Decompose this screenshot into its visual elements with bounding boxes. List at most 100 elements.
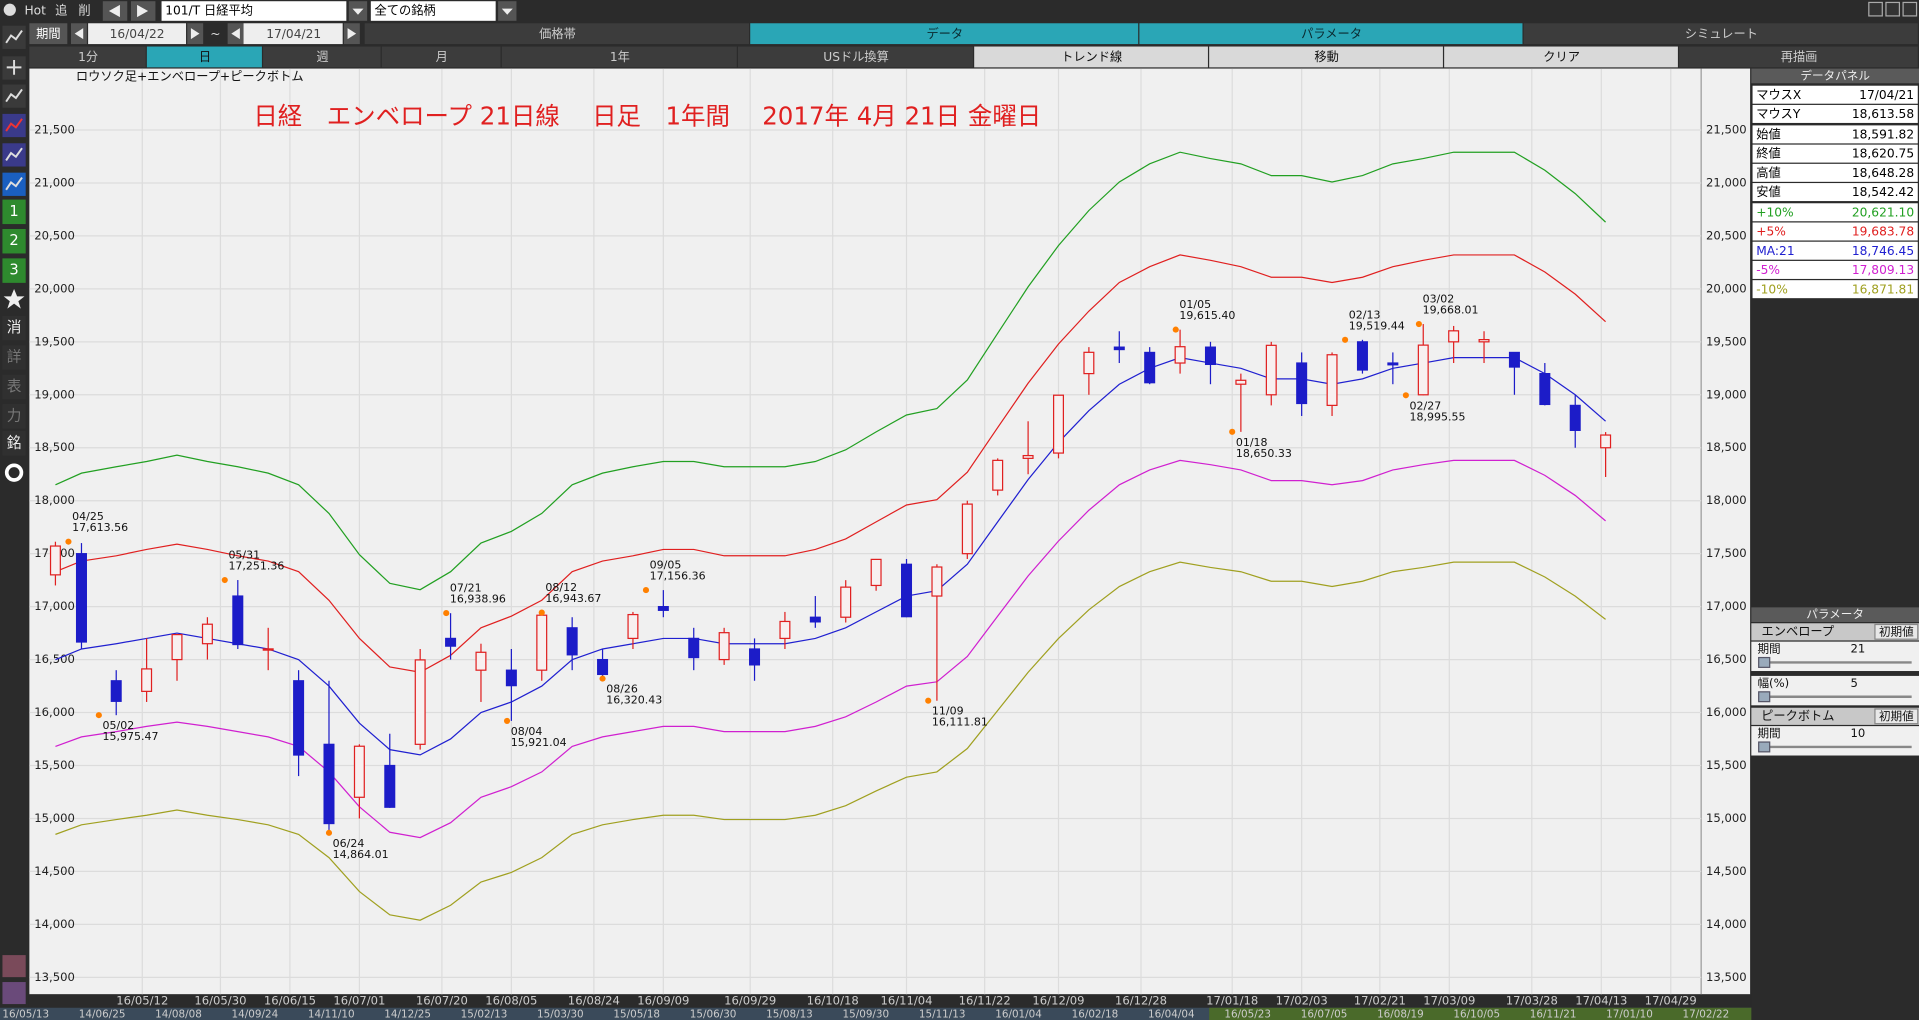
x-tick-label: 17/04/29 bbox=[1645, 994, 1697, 1008]
tab[interactable] bbox=[1523, 23, 1918, 45]
interval-button[interactable] bbox=[146, 46, 262, 68]
sidebar-button[interactable] bbox=[2, 431, 26, 456]
envelope-line bbox=[55, 254, 1606, 673]
candle-body bbox=[1387, 362, 1399, 366]
candle-body bbox=[870, 558, 882, 587]
envelope-line bbox=[55, 561, 1606, 921]
x-tick-label: 16/10/18 bbox=[807, 994, 859, 1008]
tab[interactable] bbox=[1139, 23, 1523, 45]
symbol: 101/T 日経平均 bbox=[165, 4, 253, 18]
window-button[interactable] bbox=[1868, 1, 1883, 17]
symbol-box[interactable] bbox=[161, 1, 347, 21]
universe-box[interactable] bbox=[370, 1, 496, 21]
star-icon bbox=[3, 288, 25, 309]
interval-button[interactable] bbox=[381, 46, 501, 68]
candle-body bbox=[75, 553, 87, 643]
candle-body bbox=[445, 637, 457, 647]
plot-bg bbox=[29, 68, 1702, 995]
interval-button[interactable] bbox=[737, 46, 973, 68]
slider-thumb[interactable] bbox=[1758, 656, 1771, 668]
candle-body bbox=[1448, 330, 1460, 343]
date-box[interactable] bbox=[88, 23, 187, 45]
tab[interactable] bbox=[364, 23, 749, 45]
param-value: 5 bbox=[1850, 676, 1857, 690]
reset-button[interactable] bbox=[1874, 708, 1919, 725]
interval-button[interactable] bbox=[263, 46, 381, 68]
sidebar-button[interactable] bbox=[2, 404, 26, 429]
period-button[interactable] bbox=[29, 23, 68, 45]
slider-thumb[interactable] bbox=[1758, 741, 1771, 753]
annotation-value: 17,613.56 bbox=[72, 521, 128, 534]
toolbar-button[interactable]: 追 bbox=[55, 3, 67, 18]
panel-title: データパネル bbox=[1800, 68, 1870, 82]
dropdown-arrow bbox=[501, 8, 513, 15]
sidebar-button[interactable] bbox=[2, 315, 26, 341]
navigator-window bbox=[1209, 1007, 1797, 1020]
icon-glyph bbox=[6, 60, 22, 75]
sidebar-button[interactable] bbox=[2, 345, 26, 370]
toolbar-button[interactable]: Hot bbox=[24, 4, 46, 18]
y-tick-label: 19,500 bbox=[1706, 334, 1747, 348]
date-box[interactable] bbox=[243, 23, 343, 45]
param-label: 幅(%) bbox=[1757, 676, 1789, 690]
candle-body bbox=[536, 614, 548, 671]
reset-button[interactable] bbox=[1874, 623, 1919, 640]
candle-body bbox=[809, 616, 821, 623]
peak-bottom-dot bbox=[538, 609, 545, 616]
reset-label: 初期値 bbox=[1879, 624, 1914, 638]
x-tick-label: 17/03/09 bbox=[1423, 994, 1475, 1008]
peak-bottom-dot bbox=[65, 538, 72, 545]
annotation-value: 19,519.44 bbox=[1349, 319, 1405, 332]
sidebar-label: 1 bbox=[9, 203, 18, 220]
y-tick-label: 20,500 bbox=[1706, 228, 1747, 242]
candle-body bbox=[49, 545, 61, 576]
data-value: 18,613.58 bbox=[1852, 107, 1914, 121]
y-tick-label: 15,000 bbox=[1706, 811, 1747, 825]
candle-body bbox=[1265, 344, 1277, 396]
param-label: 期間 bbox=[1757, 641, 1780, 655]
sidebar-icon[interactable] bbox=[2, 982, 26, 1005]
candle-body bbox=[1083, 351, 1095, 375]
range-sep: ~ bbox=[210, 27, 220, 41]
envelope-line bbox=[55, 459, 1606, 839]
icon-glyph bbox=[5, 147, 23, 161]
candle-body bbox=[201, 623, 213, 645]
interval-button[interactable] bbox=[501, 46, 737, 68]
data-label: 安値 bbox=[1756, 184, 1780, 199]
interval-button[interactable] bbox=[974, 46, 1208, 68]
window-button[interactable] bbox=[1902, 1, 1918, 17]
sidebar-icon[interactable] bbox=[2, 955, 26, 978]
tab[interactable] bbox=[750, 23, 1139, 45]
universe: 全ての銘柄 bbox=[374, 3, 435, 18]
y-tick-label: 17,500 bbox=[1706, 546, 1747, 560]
data-value: 16,871.81 bbox=[1852, 282, 1914, 296]
sidebar-button[interactable] bbox=[2, 199, 26, 225]
x-tick-label: 17/03/28 bbox=[1506, 994, 1558, 1008]
annotation-value: 17,251.36 bbox=[228, 560, 284, 573]
y-tick-label: 21,500 bbox=[1706, 123, 1747, 137]
navigator-label: 16/11/21 bbox=[1530, 1008, 1577, 1020]
sidebar-button[interactable] bbox=[2, 228, 26, 254]
interval-button[interactable] bbox=[1444, 46, 1678, 68]
interval-button[interactable] bbox=[29, 46, 146, 68]
data-label: MA:21 bbox=[1756, 244, 1794, 258]
interval-button[interactable] bbox=[1209, 46, 1443, 68]
y-tick-label: 20,500 bbox=[34, 228, 75, 242]
y-tick-label: 14,000 bbox=[34, 917, 75, 931]
candle-body bbox=[1296, 362, 1308, 405]
candle-body bbox=[384, 764, 396, 808]
data-label: マウスX bbox=[1756, 88, 1801, 102]
y-tick-label: 21,000 bbox=[34, 175, 75, 189]
sidebar-label: 2 bbox=[9, 232, 18, 249]
navigator-label: 17/02/22 bbox=[1683, 1008, 1730, 1020]
candle-body bbox=[1113, 346, 1125, 351]
interval-button[interactable] bbox=[1679, 46, 1918, 68]
annotation-value: 19,615.40 bbox=[1179, 309, 1235, 322]
toolbar-button[interactable]: 削 bbox=[78, 4, 90, 18]
sidebar-button[interactable] bbox=[2, 374, 26, 400]
y-tick-label: 18,500 bbox=[1706, 440, 1747, 454]
slider-thumb[interactable] bbox=[1758, 691, 1771, 703]
window-button[interactable] bbox=[1885, 1, 1901, 17]
arrow bbox=[347, 28, 357, 40]
sidebar-button[interactable] bbox=[2, 258, 26, 283]
